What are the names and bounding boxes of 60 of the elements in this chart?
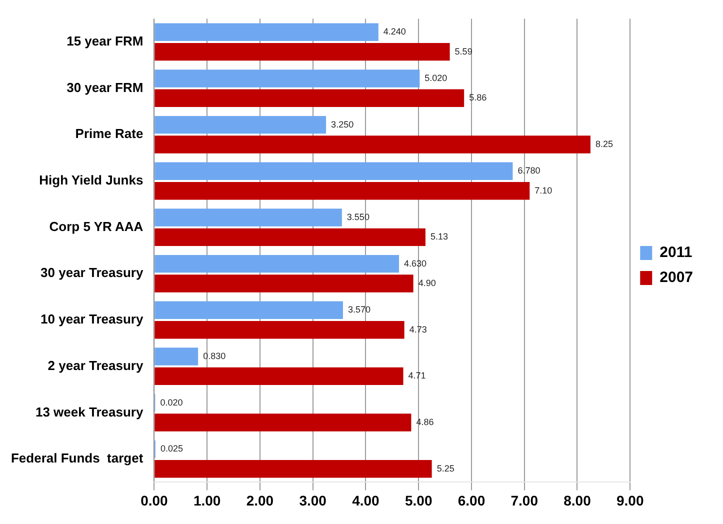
bar	[154, 23, 378, 41]
data-label: 5.25	[436, 463, 454, 474]
data-label: 4.240	[383, 26, 406, 37]
bar	[154, 162, 513, 180]
y-tick-label: 13 week Treasury	[35, 404, 144, 420]
bar	[154, 182, 530, 200]
y-tick-label: High Yield Junks	[39, 172, 144, 188]
y-tick-label: 30 year FRM	[66, 80, 144, 95]
data-label: 5.13	[430, 232, 448, 242]
y-tick-label: 10 year Treasury	[40, 312, 144, 327]
legend-label: 2007	[660, 269, 694, 286]
data-label: 8.25	[595, 138, 613, 149]
bar	[154, 42, 450, 61]
bar	[154, 348, 198, 366]
bar	[154, 367, 404, 386]
y-tick-label: 15 year FRM	[66, 34, 144, 49]
data-label: 0.830	[203, 350, 226, 361]
bar	[154, 414, 412, 432]
bar	[154, 301, 343, 320]
bar	[154, 116, 326, 134]
bar	[154, 320, 404, 339]
data-label: 4.71	[408, 370, 426, 381]
bar	[154, 460, 432, 478]
y-tick-label: Federal Funds target	[10, 450, 144, 466]
x-tick-label: 1.00	[193, 492, 221, 508]
data-label: 4.73	[409, 324, 427, 334]
data-label: 3.550	[346, 212, 370, 222]
bar	[154, 274, 414, 292]
x-tick-label: 7.00	[510, 492, 538, 508]
y-tick-label: 30 year Treasury	[40, 265, 144, 280]
x-tick-label: 2.00	[246, 492, 274, 508]
data-label: 4.86	[416, 417, 434, 428]
x-tick-label: 9.00	[616, 492, 644, 508]
data-label: 3.250	[331, 119, 354, 130]
x-tick-label: 3.00	[299, 492, 327, 508]
data-label: 4.630	[404, 258, 427, 268]
legend-label: 2011	[660, 244, 692, 262]
data-label: 5.86	[469, 92, 487, 103]
x-tick-label: 5.00	[404, 492, 432, 508]
x-tick-label: 4.00	[352, 492, 380, 508]
x-tick-label: 6.00	[458, 492, 486, 508]
data-label: 6.780	[518, 166, 540, 176]
x-tick-label: 8.00	[564, 492, 592, 508]
bar	[154, 254, 400, 273]
data-label: 4.90	[418, 278, 436, 288]
data-label: 7.10	[534, 185, 552, 196]
y-tick-label: 2 year Treasury	[48, 358, 144, 373]
x-tick-label: 0.00	[140, 492, 168, 508]
bar	[154, 70, 420, 88]
bar	[154, 208, 342, 226]
data-label: 5.020	[424, 72, 448, 83]
data-label: 5.59	[454, 46, 472, 56]
bar	[154, 136, 590, 154]
data-label: 0.020	[160, 397, 183, 408]
bar	[154, 228, 426, 246]
data-label: 0.025	[160, 444, 184, 454]
bar	[154, 89, 464, 108]
y-tick-label: Corp 5 YR AAA	[49, 218, 144, 234]
y-tick-label: Prime Rate	[75, 126, 144, 142]
data-label: 3.570	[348, 304, 371, 315]
